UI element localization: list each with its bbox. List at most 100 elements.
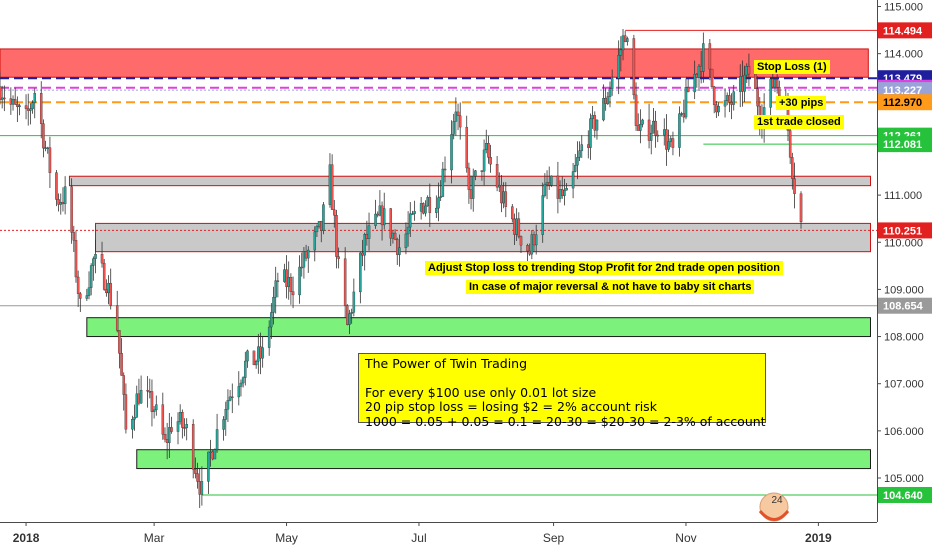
support-zone xyxy=(86,317,871,338)
candle-body xyxy=(150,391,154,412)
candle-body xyxy=(168,427,171,443)
candle-body xyxy=(443,168,447,171)
candle-body xyxy=(29,108,32,111)
candle-body xyxy=(304,251,308,259)
candle-body xyxy=(183,427,186,429)
candle-body xyxy=(380,205,384,226)
candle-body xyxy=(363,234,366,256)
candle-body xyxy=(120,353,123,376)
candle-body xyxy=(732,91,735,105)
candle-body xyxy=(754,73,757,89)
candle-body xyxy=(649,133,653,141)
candle-body xyxy=(118,330,121,354)
candle-body xyxy=(665,129,668,150)
candle-body xyxy=(710,68,714,88)
candle-body xyxy=(139,390,143,404)
candle-body xyxy=(252,350,256,366)
candle-body xyxy=(621,35,625,51)
candle-body xyxy=(565,187,568,191)
candle-body xyxy=(89,265,93,288)
candle-body xyxy=(398,247,401,255)
candle-body xyxy=(163,434,167,440)
candle-body xyxy=(146,390,149,392)
candle-body xyxy=(587,144,590,148)
stop-loss-note: Stop Loss (1) xyxy=(754,60,830,74)
candle-body xyxy=(374,213,377,226)
candle-body xyxy=(76,276,80,294)
candle-body xyxy=(115,305,119,331)
candle-body xyxy=(482,149,486,172)
candle-body xyxy=(741,76,744,92)
candle-body xyxy=(580,144,584,151)
candle-body xyxy=(337,256,340,259)
candle-body xyxy=(131,419,134,430)
candle-body xyxy=(241,377,245,384)
candle-body xyxy=(222,419,225,430)
candle-body xyxy=(422,203,425,214)
candle-body xyxy=(465,126,468,169)
candle-body xyxy=(669,138,673,142)
first-trade-closed-note: 1st trade closed xyxy=(754,115,844,129)
price-level-badge xyxy=(878,22,932,39)
info-box-line: 1000 = 0.05 + 0.05 = 0.1 = 20-30 = $20-3… xyxy=(365,413,766,429)
candle-body xyxy=(92,258,95,266)
candle-body xyxy=(100,254,104,264)
candle-body xyxy=(439,196,442,198)
candle-body xyxy=(639,124,642,131)
candle-body xyxy=(626,38,629,42)
y-tick-label: 111.000 xyxy=(884,190,922,202)
candle-body xyxy=(44,147,47,149)
candle-body xyxy=(348,313,351,325)
candle-body xyxy=(79,293,82,299)
twin-trading-info-box: The Power of Twin Trading For every $100… xyxy=(358,353,766,428)
candle-body xyxy=(693,73,696,93)
candle-body xyxy=(61,202,65,205)
candle-body xyxy=(391,232,395,239)
candle-body xyxy=(26,108,30,111)
candle-body xyxy=(671,138,675,148)
candle-body xyxy=(315,226,319,233)
candle-body xyxy=(11,99,15,105)
candle-body xyxy=(228,396,232,401)
candle-body xyxy=(517,218,521,237)
price-level-label: 112.081 xyxy=(883,139,922,151)
candle-body xyxy=(534,234,538,246)
candle-body xyxy=(678,113,681,148)
candle-body xyxy=(558,189,562,199)
candle-body xyxy=(617,55,620,79)
candle-body xyxy=(74,240,78,278)
candle-body xyxy=(426,197,429,207)
candle-body xyxy=(647,119,651,141)
candle-body xyxy=(634,94,638,126)
candle-body xyxy=(471,176,475,199)
candle-body xyxy=(211,451,214,460)
price-level-label: 113.227 xyxy=(883,85,922,97)
candle-body xyxy=(302,251,306,268)
candle-body xyxy=(105,289,108,294)
brand-watermark: 24 xyxy=(758,492,790,522)
candle-body xyxy=(109,282,112,306)
candle-body xyxy=(593,115,597,131)
candle-body xyxy=(699,65,703,72)
candle-body xyxy=(155,404,158,411)
candle-body xyxy=(207,451,210,482)
candle-body xyxy=(378,205,382,216)
candle-body xyxy=(500,184,503,204)
candle-body xyxy=(489,157,492,165)
candle-body xyxy=(441,168,445,197)
candle-body xyxy=(530,234,534,255)
candle-body xyxy=(376,213,379,216)
candle-body xyxy=(712,86,716,105)
candle-body xyxy=(350,312,353,314)
candle-body xyxy=(291,291,295,296)
candle-body xyxy=(194,469,197,474)
candle-body xyxy=(224,409,228,420)
candle-body xyxy=(404,233,408,248)
candle-body xyxy=(196,473,199,482)
candle-body xyxy=(181,412,184,428)
candle-body xyxy=(33,93,36,103)
candle-body xyxy=(526,245,529,252)
candle-body xyxy=(435,207,438,213)
candle-body xyxy=(708,43,712,70)
